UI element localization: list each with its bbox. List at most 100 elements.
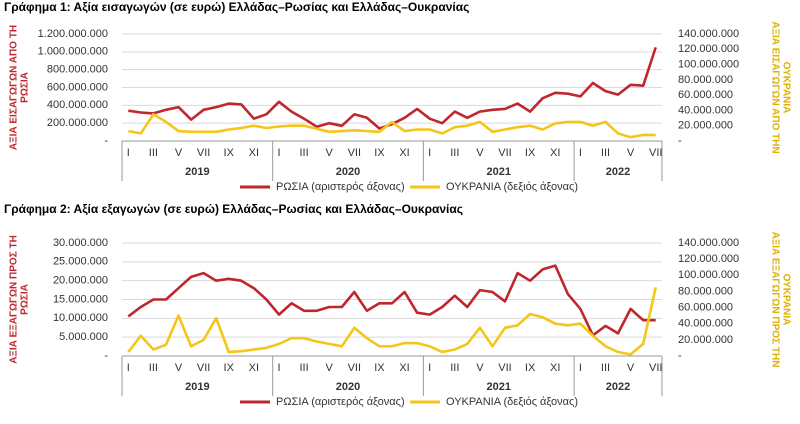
y-axis-title: ΑΞΙΑ ΕΞΑΓΩΓΩΝ ΠΡΟΣ ΤΗ <box>9 235 20 364</box>
y2-tick-label: 60.000.000 <box>678 301 733 313</box>
y-axis-title: ΡΩΣΙΑ <box>20 72 31 103</box>
x-tick-label: III <box>300 147 309 159</box>
y-tick-label: 30.000.000 <box>53 237 108 249</box>
y2-tick-label: 80.000.000 <box>678 285 733 297</box>
x-tick-label: VII <box>348 147 361 159</box>
x-tick-label: III <box>149 147 158 159</box>
x-group-label: 2022 <box>606 166 630 178</box>
x-tick-label: I <box>579 362 582 374</box>
x-tick-label: I <box>579 147 582 159</box>
x-group-label: 2020 <box>336 381 360 393</box>
x-tick-label: VII <box>197 362 210 374</box>
x-tick-label: VII <box>498 362 511 374</box>
legend-label: ΟΥΚΡΑΝΙΑ (δεξιός άξονας) <box>446 181 578 193</box>
x-group-label: 2019 <box>185 166 209 178</box>
y2-axis-title: ΟΥΚΡΑΝΙΑ <box>780 62 791 114</box>
x-tick-label: III <box>149 362 158 374</box>
y-tick-label: 1.000.000.000 <box>38 46 108 58</box>
y2-tick-label: - <box>678 350 682 362</box>
y-tick-label: 200.000.000 <box>47 117 108 129</box>
y-tick-label: - <box>104 350 108 362</box>
y-tick-label: 25.000.000 <box>53 256 108 268</box>
x-tick-label: XI <box>249 147 259 159</box>
series-line <box>128 46 657 130</box>
chart-title: Γράφημα 2: Αξία εξαγωγών (σε ευρώ) Ελλάδ… <box>4 202 463 216</box>
series-line <box>127 287 657 356</box>
x-tick-label: III <box>601 362 610 374</box>
x-group-label: 2019 <box>185 381 209 393</box>
x-tick-label: III <box>601 147 610 159</box>
x-tick-label: IX <box>224 147 235 159</box>
y-tick-label: 15.000.000 <box>53 293 108 305</box>
y2-tick-label: - <box>678 135 682 147</box>
y2-axis-title: ΑΞΙΑ ΕΞΑΓΩΓΩΝ ΠΡΟΣ ΤΗΝ <box>769 232 780 368</box>
y2-tick-label: 120.000.000 <box>678 43 739 55</box>
y-tick-label: 800.000.000 <box>47 64 108 76</box>
y2-tick-label: 40.000.000 <box>678 104 733 116</box>
y2-tick-label: 100.000.000 <box>678 58 739 70</box>
x-tick-label: V <box>627 147 635 159</box>
x-tick-label: I <box>277 362 280 374</box>
x-tick-label: III <box>300 362 309 374</box>
y2-tick-label: 100.000.000 <box>678 269 739 281</box>
x-tick-label: XI <box>550 362 560 374</box>
x-tick-label: I <box>428 362 431 374</box>
x-tick-label: XI <box>399 362 409 374</box>
x-tick-label: VII <box>649 147 662 159</box>
y2-tick-label: 20.000.000 <box>678 334 733 346</box>
legend-label: ΡΩΣΙΑ (αριστερός άξονας) <box>276 181 405 193</box>
x-tick-label: IX <box>374 362 385 374</box>
y-axis-title: ΑΞΙΑ ΕΙΣΑΓΩΓΩΝ ΑΠΟ ΤΗ <box>9 25 20 150</box>
series-line <box>127 264 656 337</box>
x-tick-label: XI <box>249 362 259 374</box>
x-tick-label: I <box>277 147 280 159</box>
x-tick-label: VII <box>649 362 662 374</box>
y2-tick-label: 80.000.000 <box>678 74 733 86</box>
x-tick-label: IX <box>525 147 536 159</box>
y-tick-label: 400.000.000 <box>47 99 108 111</box>
x-tick-label: IX <box>525 362 536 374</box>
x-tick-label: I <box>428 147 431 159</box>
x-group-label: 2020 <box>336 166 360 178</box>
y-tick-label: 5.000.000 <box>59 331 108 343</box>
legend-label: ΟΥΚΡΑΝΙΑ (δεξιός άξονας) <box>446 396 578 408</box>
y2-tick-label: 20.000.000 <box>678 120 733 132</box>
x-tick-label: VII <box>498 147 511 159</box>
y-tick-label: 600.000.000 <box>47 81 108 93</box>
y2-tick-label: 140.000.000 <box>678 237 739 249</box>
y2-tick-label: 40.000.000 <box>678 318 733 330</box>
chart-title: Γράφημα 1: Αξία εισαγωγών (σε ευρώ) Ελλά… <box>4 0 469 14</box>
x-tick-label: XI <box>550 147 560 159</box>
x-tick-label: V <box>326 362 334 374</box>
y-tick-label: 10.000.000 <box>53 312 108 324</box>
y2-tick-label: 140.000.000 <box>678 28 739 40</box>
x-group-label: 2021 <box>487 166 511 178</box>
x-tick-label: I <box>127 362 130 374</box>
legend-label: ΡΩΣΙΑ (αριστερός άξονας) <box>276 396 405 408</box>
series-line <box>128 113 656 139</box>
x-tick-label: VII <box>197 147 210 159</box>
x-tick-label: V <box>476 362 484 374</box>
y2-axis-title: ΟΥΚΡΑΝΙΑ <box>780 274 791 326</box>
x-tick-label: V <box>175 362 183 374</box>
y2-tick-label: 60.000.000 <box>678 89 733 101</box>
x-group-label: 2021 <box>487 381 511 393</box>
x-tick-label: III <box>450 362 459 374</box>
x-tick-label: V <box>627 362 635 374</box>
x-tick-label: V <box>175 147 183 159</box>
x-tick-label: V <box>326 147 334 159</box>
x-tick-label: III <box>450 147 459 159</box>
y-tick-label: 20.000.000 <box>53 275 108 287</box>
x-tick-label: I <box>127 147 130 159</box>
y2-tick-label: 120.000.000 <box>678 253 739 265</box>
y-tick-label: - <box>104 135 108 147</box>
x-tick-label: XI <box>399 147 409 159</box>
y-tick-label: 1.200.000.000 <box>38 28 108 40</box>
x-tick-label: V <box>476 147 484 159</box>
x-group-label: 2022 <box>606 381 630 393</box>
y2-axis-title: ΑΞΙΑ ΕΙΣΑΓΩΓΩΝ ΑΠΟ ΤΗΝ <box>769 21 780 153</box>
y-axis-title: ΡΩΣΙΑ <box>20 284 31 315</box>
x-tick-label: VII <box>348 362 361 374</box>
x-tick-label: IX <box>224 362 235 374</box>
